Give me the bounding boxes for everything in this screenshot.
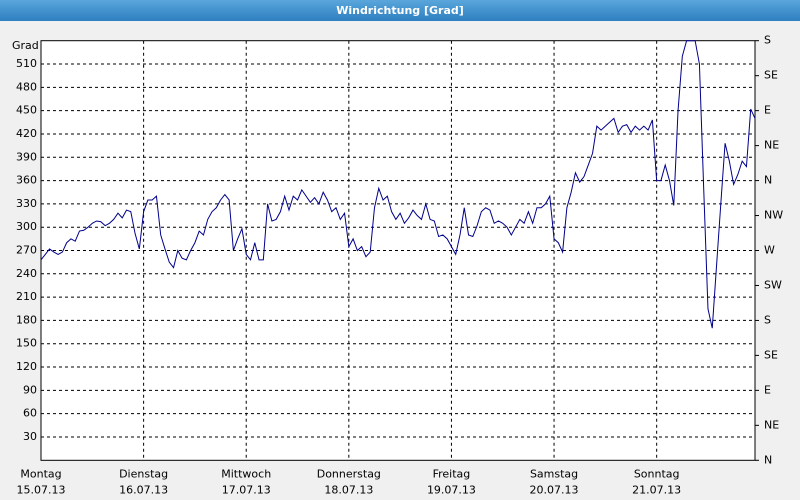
x-tick-date: 15.07.13 bbox=[17, 483, 66, 496]
y-tick-label: 270 bbox=[16, 244, 37, 257]
y-tick-label: 360 bbox=[16, 174, 37, 187]
x-tick-label: Mittwoch bbox=[221, 467, 271, 480]
y-tick-label: 240 bbox=[16, 267, 37, 280]
y2-tick-label: SE bbox=[764, 348, 778, 361]
y2-tick-label: NE bbox=[764, 139, 779, 152]
y-axis-label: Grad bbox=[12, 39, 39, 52]
x-tick-label: Freitag bbox=[433, 467, 471, 480]
y-tick-label: 150 bbox=[16, 337, 37, 350]
x-tick-label: Sonntag bbox=[634, 467, 680, 480]
y-tick-label: 60 bbox=[23, 407, 37, 420]
title-bar bbox=[0, 0, 800, 21]
y-tick-label: 420 bbox=[16, 127, 37, 140]
y-tick-label: 390 bbox=[16, 150, 37, 163]
x-tick-date: 19.07.13 bbox=[427, 483, 476, 496]
x-tick-label: Montag bbox=[20, 467, 61, 480]
y-tick-label: 30 bbox=[23, 430, 37, 443]
x-tick-date: 21.07.13 bbox=[632, 483, 681, 496]
x-tick-date: 16.07.13 bbox=[119, 483, 168, 496]
plot-border bbox=[40, 40, 756, 461]
y-tick-label: 120 bbox=[16, 360, 37, 373]
x-tick-date: 17.07.13 bbox=[222, 483, 271, 496]
y-tick-label: 330 bbox=[16, 197, 37, 210]
y-tick-label: 210 bbox=[16, 290, 37, 303]
y2-tick-label: S bbox=[764, 34, 771, 47]
y-tick-label: 300 bbox=[16, 220, 37, 233]
x-tick-date: 18.07.13 bbox=[324, 483, 373, 496]
x-tick-label: Dienstag bbox=[119, 467, 168, 480]
chart-title: Windrichtung [Grad] bbox=[336, 4, 464, 17]
data-line bbox=[40, 40, 756, 329]
y-tick-label: 480 bbox=[16, 80, 37, 93]
y2-tick-label: SE bbox=[764, 69, 778, 82]
y2-tick-label: E bbox=[764, 104, 771, 117]
x-tick-date: 20.07.13 bbox=[530, 483, 579, 496]
y-tick-label: 450 bbox=[16, 104, 37, 117]
y2-tick-label: NE bbox=[764, 418, 779, 431]
y-tick-label: 90 bbox=[23, 383, 37, 396]
y2-tick-label: N bbox=[764, 453, 772, 466]
y2-tick-label: W bbox=[764, 244, 775, 257]
y-tick-label: 510 bbox=[16, 57, 37, 70]
y-tick-label: 180 bbox=[16, 313, 37, 326]
y2-tick-label: S bbox=[764, 313, 771, 326]
x-tick-label: Donnerstag bbox=[317, 467, 381, 480]
y2-tick-label: E bbox=[764, 383, 771, 396]
y2-tick-label: SW bbox=[764, 278, 782, 291]
y2-tick-label: NW bbox=[764, 209, 783, 222]
y2-tick-label: N bbox=[764, 174, 772, 187]
x-tick-label: Samstag bbox=[530, 467, 578, 480]
